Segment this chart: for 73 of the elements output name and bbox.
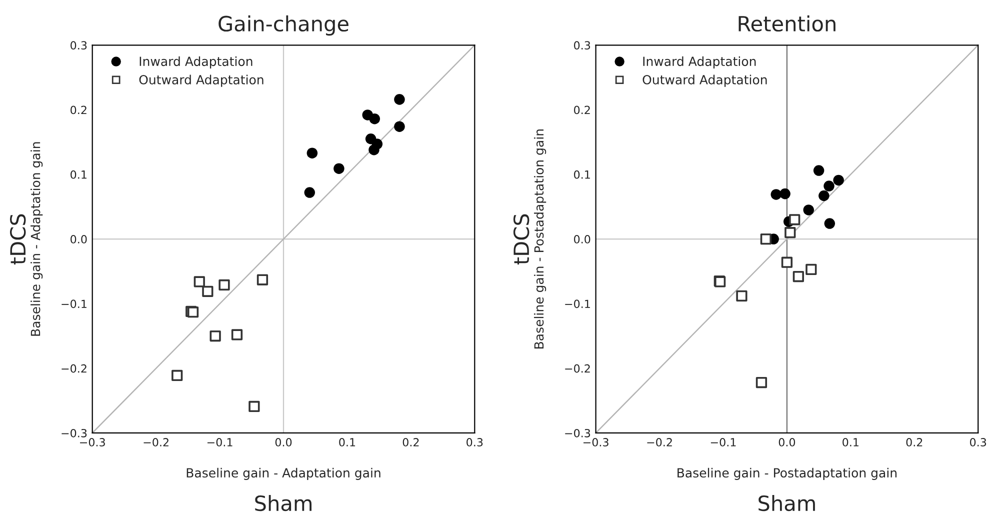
legend-label: Inward Adaptation	[643, 56, 756, 68]
x-tick-label: 0.0	[275, 438, 292, 446]
y-tick-label: 0.2	[70, 106, 86, 114]
x-tick-label: −0.1	[207, 438, 232, 446]
text: Sham	[255, 495, 312, 512]
point	[760, 233, 772, 245]
y-tick-label: 0.0	[574, 235, 590, 244]
chart-title: Gain-change	[218, 15, 348, 36]
point	[394, 121, 405, 132]
x-tick-label: 0.1	[842, 438, 858, 446]
point	[736, 290, 748, 302]
x-tick-label: 0.2	[402, 438, 419, 446]
legend-label: Outward Adaptation	[139, 74, 264, 87]
point	[824, 180, 834, 192]
y-tick-label: −0.1	[565, 300, 590, 308]
point	[803, 204, 814, 216]
point	[306, 148, 318, 158]
point	[218, 279, 230, 291]
y-tick-label: 0.2	[574, 106, 590, 114]
text: tDCS	[513, 214, 530, 264]
x-tick-label: 0.1	[339, 438, 356, 446]
point	[334, 163, 344, 174]
chart-title: Retention	[738, 15, 836, 32]
y-tick-label: −0.2	[565, 364, 590, 373]
point	[304, 187, 316, 198]
point	[781, 256, 793, 268]
point	[256, 274, 268, 286]
point	[368, 144, 380, 156]
x-tick-label: −0.2	[647, 438, 672, 446]
point	[202, 286, 214, 297]
point	[770, 189, 782, 200]
point	[394, 94, 405, 105]
legend-label: Inward Adaptation	[140, 56, 252, 68]
x-tick-label: −0.3	[80, 438, 105, 446]
y-tick-label: 0.1	[574, 170, 590, 179]
x-axis-title: Baseline gain - Postadaptation gain	[678, 468, 897, 480]
x-tick-label: 0.3	[970, 438, 986, 446]
point	[369, 113, 380, 124]
point	[833, 174, 844, 186]
y-tick-label: −0.2	[62, 364, 86, 373]
point	[818, 190, 830, 202]
x-tick-label: −0.2	[144, 438, 168, 446]
y-axis-title: Baseline gain - Adaptation gain	[30, 142, 43, 336]
point	[784, 227, 796, 238]
y-tick-label: 0.3	[70, 41, 87, 50]
point	[756, 376, 768, 388]
x-tick-label: 0.2	[906, 438, 922, 446]
y-axis-title: Baseline gain - Postadaptation gain	[534, 130, 546, 348]
y-tick-label: 0.1	[70, 170, 86, 179]
x-tick-label: −0.3	[583, 438, 608, 446]
y-tick-label: 0.3	[574, 41, 590, 50]
point	[806, 264, 817, 275]
point	[194, 276, 205, 288]
x-tick-label: 0.0	[778, 438, 796, 446]
point	[792, 270, 804, 282]
y-tick-label: −0.1	[62, 300, 86, 308]
point	[824, 218, 836, 229]
point	[789, 214, 800, 226]
point	[210, 330, 221, 342]
point	[231, 329, 243, 340]
point	[172, 370, 183, 382]
x-tick-label: −0.1	[710, 438, 736, 446]
y-tick-label: −0.3	[565, 428, 590, 438]
x-tick-label: 0.3	[466, 438, 483, 446]
text: Sham	[758, 495, 815, 512]
y-tick-label: −0.3	[62, 428, 87, 438]
text: tDCS	[10, 214, 26, 264]
x-axis-title: Baseline gain - Adaptation gain	[186, 468, 380, 480]
point	[813, 165, 824, 176]
point	[248, 400, 260, 412]
legend-label: Outward Adaptation	[642, 74, 767, 87]
y-tick-label: 0.0	[70, 235, 87, 244]
point	[780, 188, 790, 200]
